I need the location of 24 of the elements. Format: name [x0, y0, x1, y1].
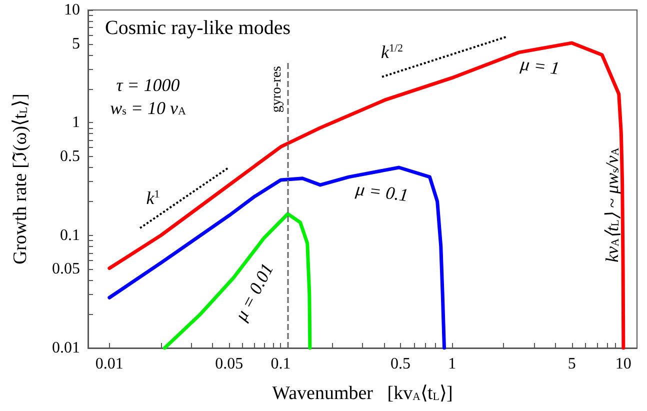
y-axis-title: Growth rate [ℑ(ω)⟨tL⟩] — [10, 94, 31, 264]
ref-line-label: gyro-res — [269, 66, 284, 113]
annotation: kvA⟨tL⟩ ~ μws/vA — [602, 148, 622, 262]
annotation: μ = 0.1 — [354, 178, 410, 206]
y-tick-label: 0.05 — [52, 260, 80, 278]
annotation: τ = 1000 — [116, 75, 180, 95]
x-tick-label: 0.5 — [390, 356, 411, 372]
x-axis-title: Wavenumber [kvA⟨tL⟩] — [272, 383, 453, 404]
x-tick-label: 5 — [568, 356, 576, 372]
x-tick-label: 0.01 — [95, 356, 124, 372]
x-tick-label: 0.05 — [215, 356, 244, 372]
annotation: μ = 1 — [518, 54, 561, 78]
y-tick-label: 0.5 — [60, 148, 80, 166]
x-tick-label: 10 — [615, 356, 632, 372]
y-tick-label: 1 — [72, 114, 80, 132]
x-tick-label: 0.1 — [270, 356, 291, 372]
y-tick-label: 0.1 — [60, 226, 80, 244]
y-tick-label: 5 — [72, 35, 80, 52]
x-tick-label: 1 — [448, 356, 456, 372]
annotation: ws = 10 vA — [110, 98, 186, 118]
annotation: μ = 0.01 — [230, 260, 278, 325]
y-tick-label: 10 — [64, 2, 80, 18]
y-tick-label: 0.01 — [52, 340, 80, 356]
chart-title: Cosmic ray-like modes — [105, 17, 291, 39]
